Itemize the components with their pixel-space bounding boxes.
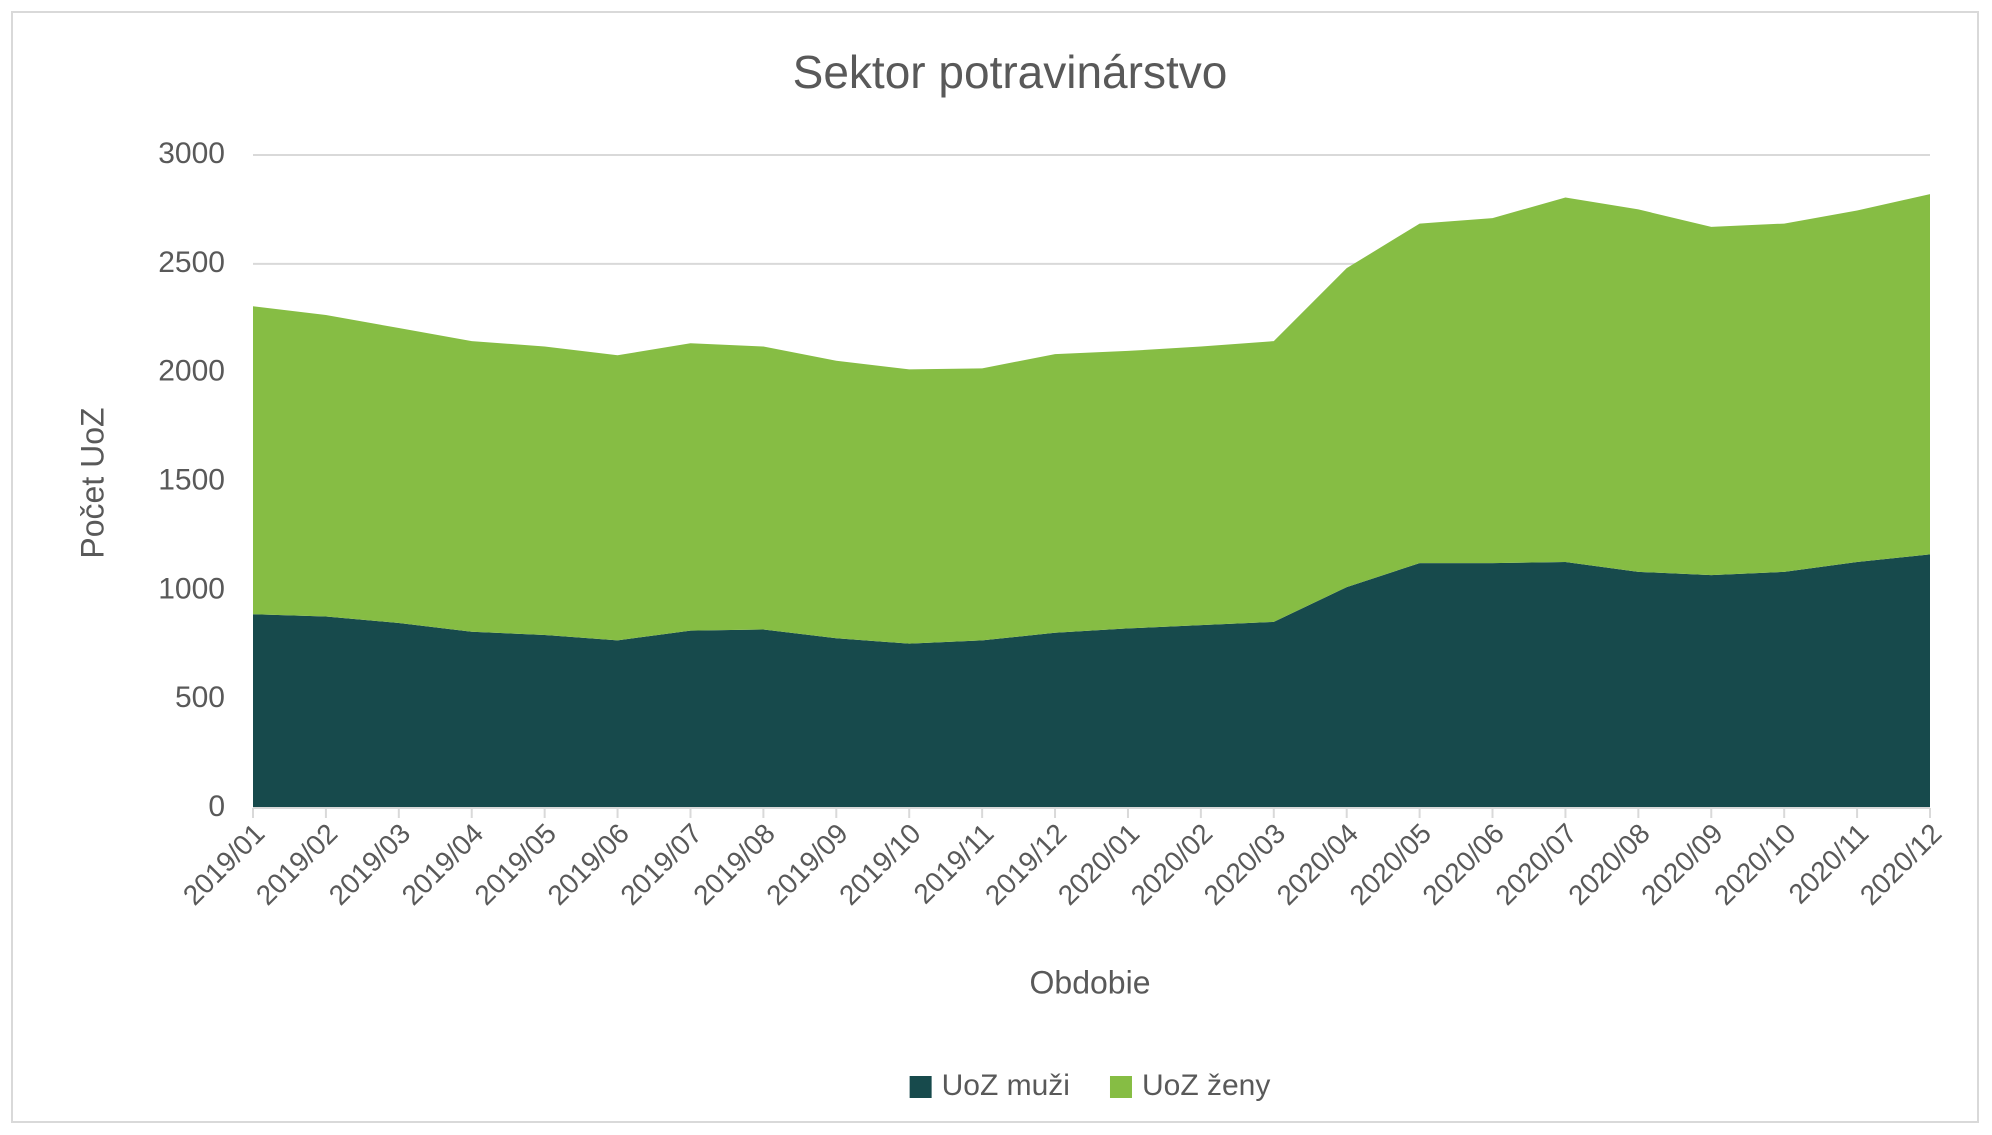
y-tick-label: 1000 [158,572,225,605]
y-tick-label: 0 [208,790,225,823]
legend-label: UoZ ženy [1142,1069,1270,1102]
y-tick-label: 2000 [158,355,225,388]
area [253,554,1930,808]
y-tick-label: 2500 [158,246,225,279]
x-axis-label: Obdobie [1030,964,1151,1000]
legend-swatch [1109,1076,1132,1098]
y-axis-label: Počet UoZ [74,407,110,558]
area [253,194,1930,644]
legend: UoZ muži UoZ ženy [909,1069,1270,1102]
y-tick-label: 500 [175,681,225,714]
y-tick-label: 1500 [158,463,225,496]
chart-title: Sektor potravinárstvo [793,46,1228,98]
legend-label: UoZ muži [942,1069,1070,1102]
y-tick-label: 3000 [158,137,225,170]
legend-swatch [909,1076,932,1098]
